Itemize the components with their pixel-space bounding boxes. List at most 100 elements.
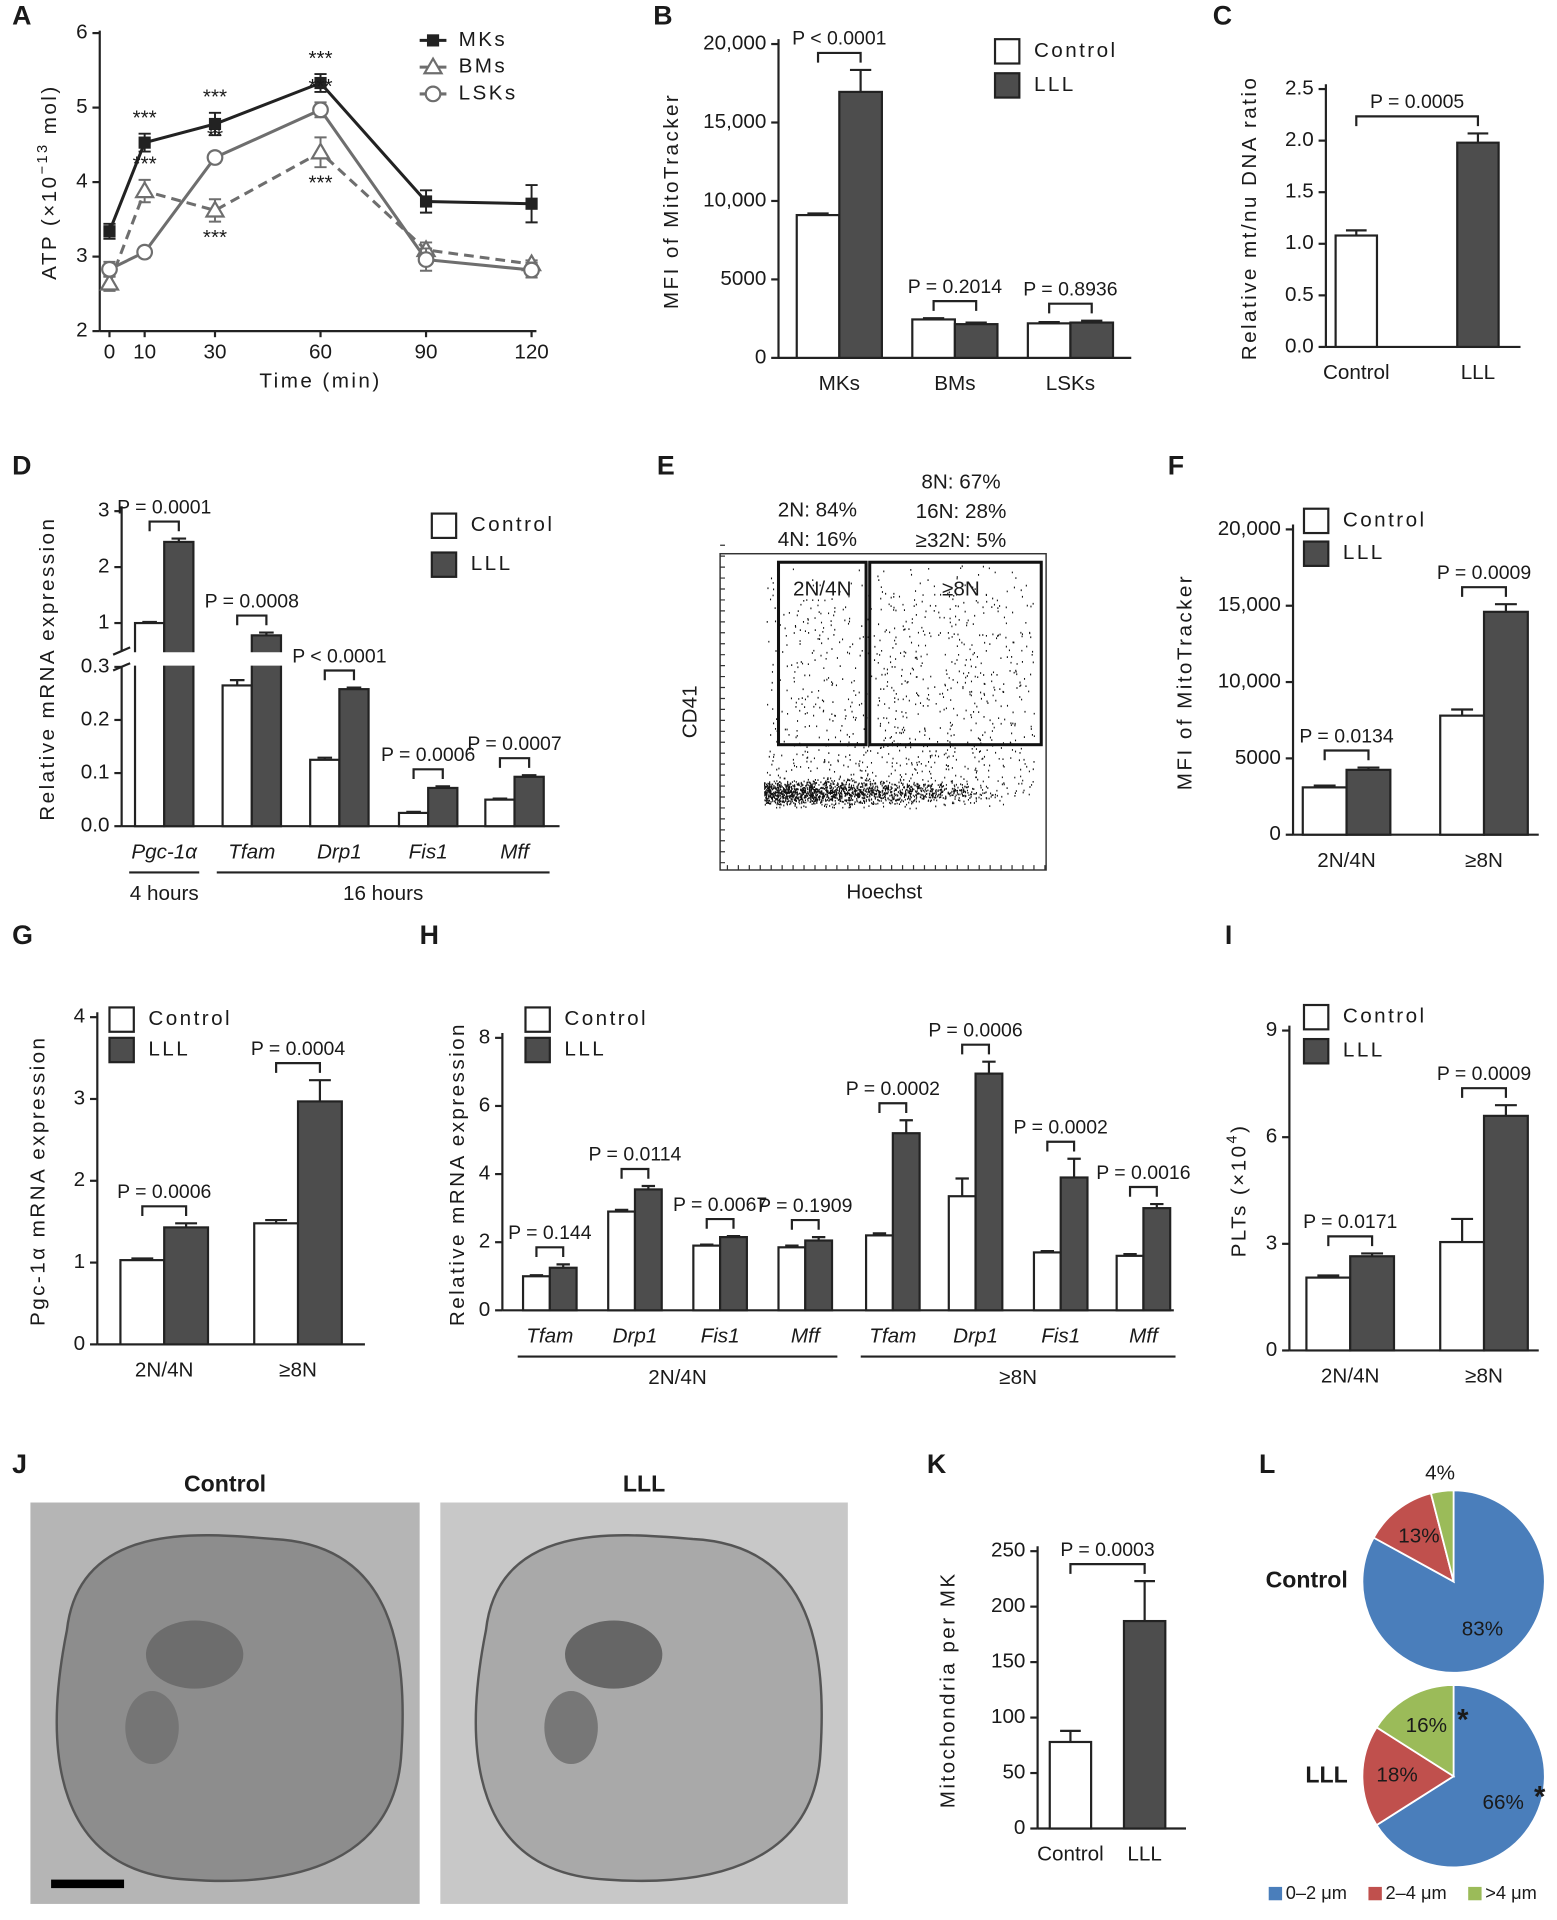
error-bar — [556, 1263, 570, 1268]
gate-stat: ≥32N: 5% — [916, 529, 1007, 552]
legend-label: Control — [564, 1007, 648, 1030]
group-label: 4 hours — [130, 882, 199, 905]
x-tick-label: MKs — [819, 372, 860, 395]
significance-bracket — [1128, 1185, 1158, 1197]
error-bar — [346, 686, 362, 690]
p-value: P = 0.144 — [508, 1222, 592, 1244]
bar — [1305, 1276, 1352, 1352]
bar — [119, 1259, 166, 1346]
bar — [1482, 610, 1529, 836]
bar — [338, 688, 370, 828]
legend-label: Control — [471, 513, 555, 536]
label-part: ATP (×10 — [39, 174, 62, 279]
bar — [548, 1266, 578, 1312]
bar — [1142, 1207, 1172, 1312]
y-tick-label: 0 — [1266, 1338, 1278, 1361]
error-bar — [1040, 1249, 1055, 1253]
significance-bracket — [961, 1043, 991, 1055]
legend-swatch — [1302, 540, 1330, 567]
y-tick-label: 0 — [74, 1332, 86, 1355]
bar — [1439, 1240, 1486, 1352]
significance: *** — [133, 107, 157, 130]
x-tick-label: Control — [1323, 361, 1390, 384]
error-bar — [142, 620, 157, 624]
y-tick-label: 0.3 — [81, 654, 110, 677]
plot-frame — [719, 552, 1047, 871]
legend-swatch — [1368, 1886, 1382, 1901]
y-axis-label: Relative mRNA expression — [36, 517, 59, 821]
y-tick-label: 0.2 — [81, 707, 110, 730]
y-axis-label: Mitochondria per MK — [936, 1571, 959, 1808]
legend-label: LLL — [1343, 1039, 1385, 1062]
p-value: P = 0.0016 — [1096, 1162, 1190, 1184]
p-value: P = 0.0004 — [251, 1038, 345, 1060]
p-value: P = 0.0001 — [117, 496, 211, 518]
slice-label: 83% — [1462, 1618, 1503, 1641]
legend-label: LSKs — [459, 81, 518, 104]
x-tick-label: Tfam — [228, 840, 275, 863]
x-tick-label: Pgc-1α — [131, 840, 198, 863]
p-value: P = 0.2014 — [908, 276, 1002, 298]
x-tick-label: Mff — [1129, 1325, 1160, 1348]
error-bar — [899, 1119, 913, 1134]
p-value: P = 0.0009 — [1437, 1063, 1531, 1085]
error-bar — [131, 1257, 154, 1261]
x-tick-label: 60 — [309, 340, 332, 363]
nucleus — [565, 1620, 663, 1689]
gate-stat: 8N: 67% — [921, 471, 1000, 494]
bar — [1059, 1176, 1089, 1312]
error-bar — [1357, 766, 1380, 770]
p-value: P = 0.0114 — [589, 1144, 682, 1166]
x-tick-label: 2N/4N — [135, 1359, 194, 1382]
panel-letter: B — [653, 0, 672, 30]
group-label: 2N/4N — [648, 1366, 707, 1389]
bar — [484, 798, 516, 828]
x-tick-label: 2N/4N — [1317, 849, 1376, 872]
p-value: P = 0.0007 — [467, 733, 561, 755]
bar — [427, 786, 459, 828]
y-tick-label: 1.5 — [1285, 180, 1314, 203]
x-tick-label: 10 — [133, 340, 156, 363]
x-tick-label: Mff — [791, 1325, 822, 1348]
x-tick-label: Fis1 — [1041, 1325, 1080, 1348]
significance-bracket — [236, 614, 268, 626]
x-tick-label: 30 — [204, 340, 227, 363]
y-tick-label: 3 — [76, 244, 88, 267]
legend-swatch — [524, 1036, 551, 1064]
error-bar — [965, 321, 987, 325]
marker — [525, 197, 538, 210]
significance: *** — [308, 75, 332, 98]
legend-swatch — [1302, 1003, 1330, 1031]
y-tick-label: 2.0 — [1285, 128, 1314, 151]
significance-bracket — [1323, 749, 1370, 761]
error-bar — [1134, 1580, 1155, 1622]
bar — [1439, 714, 1486, 836]
y-axis-label: Relative mRNA expression — [446, 1022, 469, 1326]
bar — [607, 1210, 637, 1312]
error-bar — [1038, 321, 1060, 324]
bar — [513, 775, 545, 828]
y-axis-label: Pgc-1α mRNA expression — [26, 1036, 49, 1326]
error-bar — [807, 212, 829, 216]
error-bar — [259, 631, 274, 636]
y-axis-label: MFI of MitoTracker — [1173, 574, 1196, 790]
significance: ** — [207, 125, 223, 148]
series-line — [108, 150, 532, 284]
panel-letter: C — [1213, 0, 1232, 30]
legend-label: MKs — [459, 28, 508, 51]
y-tick-label: 6 — [1266, 1125, 1278, 1148]
bar — [1032, 1251, 1062, 1312]
y-tick-label: 20,000 — [703, 31, 766, 54]
gate-stat: 16N: 28% — [916, 500, 1007, 523]
bar — [1069, 321, 1115, 359]
significance-bracket — [816, 51, 862, 63]
legend-label: 0–2 μm — [1286, 1882, 1347, 1903]
significance-bracket — [1461, 586, 1508, 597]
p-value: P = 0.0002 — [1014, 1116, 1108, 1138]
bar — [521, 1275, 551, 1312]
marker — [206, 149, 224, 166]
x-tick-label: 0 — [104, 340, 116, 363]
bar — [974, 1072, 1004, 1312]
axis-ticks — [720, 544, 1046, 870]
error-bar — [641, 1184, 656, 1190]
